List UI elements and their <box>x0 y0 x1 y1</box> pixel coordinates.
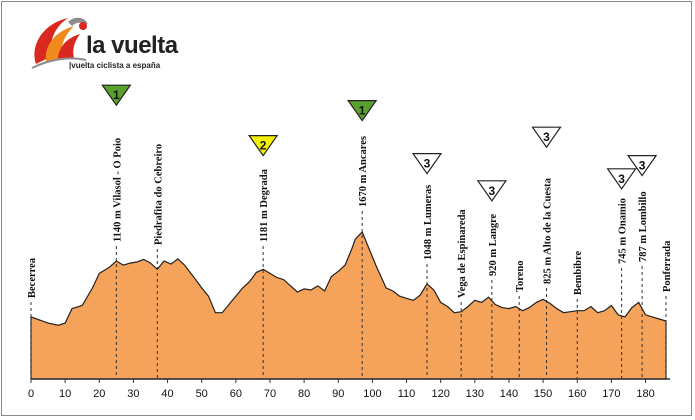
elevation-profile-chart: 0 10 20 30 40 50 60 70 80 90 100 110 120 130 140 150 160… <box>27 84 673 400</box>
logo-tagline: |vuelta ciclista a españa <box>69 61 161 70</box>
point-label: 1048 m Lumeras <box>423 185 434 260</box>
climb-category-label: 1 <box>113 88 120 102</box>
climb-category-label: 3 <box>424 157 431 171</box>
x-tick-label: 160 <box>568 388 586 400</box>
vuelta-logo <box>28 12 188 74</box>
climb-category-label: 2 <box>260 139 267 153</box>
climb-category-icon <box>476 180 508 202</box>
x-tick-label: 70 <box>264 388 276 400</box>
climb-category-icon <box>247 135 279 157</box>
point-label: 825 m Alto de la Cuesta <box>543 177 554 284</box>
point-label: 1181 m Degrada <box>259 168 270 242</box>
x-tick-label: 0 <box>28 388 34 400</box>
point-label: 1670 m Ancares <box>358 136 369 207</box>
x-tick-label: 60 <box>230 388 242 400</box>
point-label: 920 m Langre <box>488 213 499 276</box>
x-tick-label: 20 <box>93 388 105 400</box>
x-tick-label: 40 <box>161 388 173 400</box>
climb-category-label: 3 <box>639 159 646 173</box>
point-label: Vega de Espinareda <box>457 209 468 298</box>
point-label: Toreno <box>515 260 526 292</box>
climb-category-label: 3 <box>489 184 496 198</box>
climb-category-label: 1 <box>359 104 366 118</box>
climb-category-icon <box>626 155 658 177</box>
x-tick-label: 170 <box>602 388 620 400</box>
x-tick-label: 120 <box>431 388 449 400</box>
x-tick-label: 50 <box>196 388 208 400</box>
x-tick-label: 130 <box>466 388 484 400</box>
x-tick-label: 150 <box>534 388 552 400</box>
point-label: 787 m Lombillo <box>638 191 649 262</box>
point-label: Ponferrada <box>662 240 673 292</box>
climb-category-icon <box>411 153 443 175</box>
climb-category-icon <box>101 84 132 107</box>
profile-area <box>30 230 667 380</box>
x-tick-label: 180 <box>636 388 654 400</box>
point-label: Piedrafita do Cebreiro <box>153 144 164 245</box>
point-label: 1140 m Vilasol - O Poio <box>112 138 123 242</box>
x-tick-label: 30 <box>127 388 139 400</box>
x-tick-label: 10 <box>59 388 71 400</box>
logo-wordmark: la vuelta <box>86 32 178 59</box>
climb-category-icon <box>606 168 637 190</box>
climb-category-label: 3 <box>618 172 625 186</box>
point-label: Becerrea <box>27 257 38 298</box>
x-tick-label: 110 <box>398 388 416 400</box>
climb-category-icon <box>531 126 562 149</box>
climb-category-icon <box>347 100 378 122</box>
x-tick-label: 100 <box>363 388 381 400</box>
x-tick-label: 80 <box>298 388 310 400</box>
logo-swirl-icon <box>31 17 88 69</box>
climb-category-label: 3 <box>543 130 550 144</box>
point-label: 745 m Onamio <box>618 198 629 264</box>
x-tick-label: 140 <box>500 388 518 400</box>
x-tick-label: 90 <box>332 388 344 400</box>
point-label: Bembibre <box>573 251 584 295</box>
